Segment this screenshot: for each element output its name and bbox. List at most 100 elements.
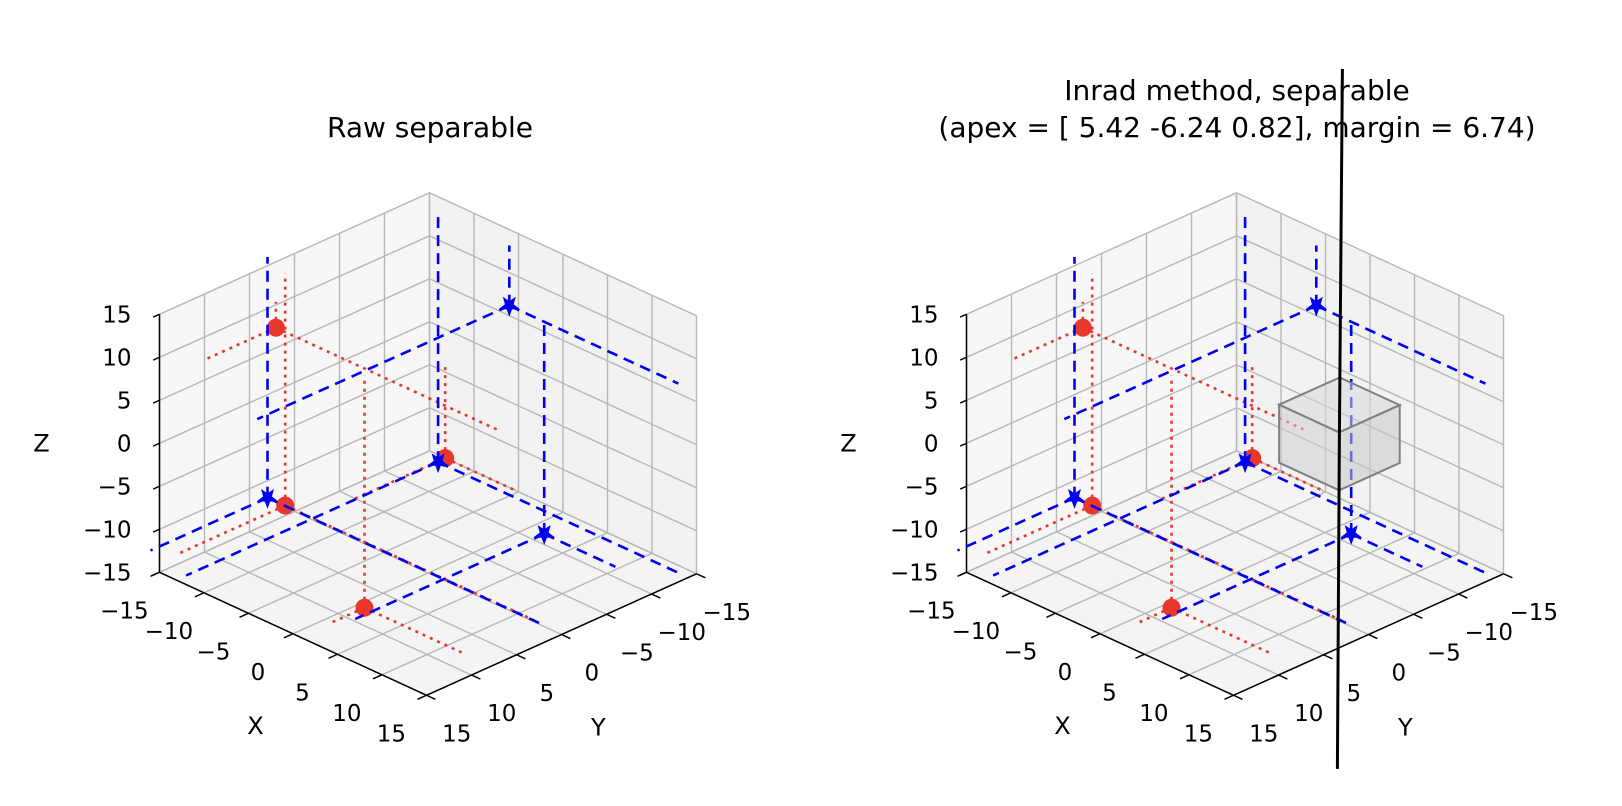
data-guide-line bbox=[176, 504, 286, 556]
y-tick-mark bbox=[426, 694, 436, 701]
data-guide-line bbox=[1251, 456, 1324, 493]
x-tick-mark bbox=[417, 694, 427, 700]
panes bbox=[965, 192, 1505, 696]
data-point-star bbox=[1305, 296, 1327, 317]
x-tick-label: 5 bbox=[295, 680, 310, 706]
data-guide-line bbox=[1315, 304, 1486, 385]
z-tick-label: −10 bbox=[890, 517, 939, 543]
data-point-circle bbox=[1162, 598, 1181, 617]
data-guide-line bbox=[284, 504, 535, 622]
y-tick-label: 10 bbox=[487, 701, 516, 727]
gridline-z bbox=[1236, 235, 1504, 360]
subplot-title-line2: (apex = [ 5.42 -6.24 0.82], margin = 6.7… bbox=[938, 111, 1535, 144]
x-axis-label: X bbox=[247, 712, 263, 740]
subplot-title: Inrad method, separable bbox=[1064, 74, 1409, 107]
z-tick-label: −5 bbox=[905, 474, 939, 500]
x-tick-mark bbox=[1224, 694, 1234, 700]
data-point-star bbox=[1064, 489, 1085, 509]
data-guide-line bbox=[354, 532, 545, 621]
z-tick-mark bbox=[959, 442, 967, 447]
y-tick-label: 0 bbox=[1391, 661, 1406, 687]
data-guide-line bbox=[983, 504, 1093, 556]
data-guide-line bbox=[256, 304, 510, 421]
data-guide-line bbox=[327, 606, 366, 626]
z-tick-mark bbox=[959, 528, 967, 533]
z-tick-mark bbox=[152, 571, 160, 576]
x-tick-mark bbox=[1090, 633, 1101, 639]
y-tick-mark bbox=[561, 633, 571, 640]
z-tick-mark bbox=[959, 313, 967, 318]
z-axis-label: Z bbox=[840, 429, 856, 457]
z-tick-label: 15 bbox=[909, 302, 938, 328]
data-point-star bbox=[498, 296, 520, 317]
x-tick-label: 0 bbox=[251, 660, 266, 686]
y-tick-label: −5 bbox=[620, 640, 654, 666]
z-tick-mark bbox=[152, 485, 160, 490]
gridline-z bbox=[966, 235, 1237, 358]
gridline-y bbox=[204, 551, 472, 676]
data-guide-line bbox=[1161, 532, 1352, 621]
gridline-y bbox=[1011, 551, 1279, 676]
series-blue-stars bbox=[956, 212, 1486, 627]
x-tick-label: −15 bbox=[907, 598, 956, 624]
y-tick-label: 10 bbox=[1294, 701, 1323, 727]
z-tick-mark bbox=[152, 442, 160, 447]
y-tick-mark bbox=[651, 593, 661, 599]
subplot-title: Raw separable bbox=[327, 111, 533, 144]
z-tick-mark bbox=[152, 356, 160, 361]
z-tick-label: 5 bbox=[924, 388, 939, 414]
y-tick-mark bbox=[606, 613, 616, 620]
x-tick-mark bbox=[372, 674, 383, 680]
data-guide-line bbox=[508, 304, 679, 385]
x-axis-label: X bbox=[1054, 712, 1070, 740]
y-tick-mark bbox=[1503, 573, 1513, 579]
z-tick-label: 5 bbox=[117, 388, 132, 414]
z-tick-label: 15 bbox=[102, 302, 131, 328]
z-tick-label: −15 bbox=[890, 560, 939, 586]
y-tick-label: 15 bbox=[442, 721, 471, 747]
data-point-circle bbox=[266, 318, 285, 337]
x-tick-mark bbox=[283, 633, 294, 639]
gridline-z bbox=[966, 192, 1237, 315]
y-tick-label: −5 bbox=[1427, 640, 1461, 666]
data-point-star bbox=[1340, 525, 1362, 545]
x-tick-mark bbox=[1001, 592, 1012, 598]
z-axis-label: Z bbox=[33, 429, 49, 457]
z-tick-mark bbox=[959, 356, 967, 361]
data-point-circle bbox=[1073, 318, 1092, 337]
x-tick-mark bbox=[1179, 674, 1190, 680]
data-guide-line bbox=[992, 460, 1246, 577]
gridline-z bbox=[429, 192, 697, 317]
y-tick-mark bbox=[1278, 674, 1288, 680]
x-tick-label: −5 bbox=[1003, 639, 1037, 665]
y-tick-label: 5 bbox=[539, 681, 554, 707]
data-guide-line bbox=[1134, 606, 1173, 626]
x-tick-label: −10 bbox=[952, 619, 1001, 645]
data-guide-line bbox=[444, 456, 517, 493]
y-tick-label: 0 bbox=[584, 661, 599, 687]
gridline-z bbox=[1236, 192, 1504, 317]
data-guide-line bbox=[437, 460, 679, 574]
gridline-z bbox=[159, 235, 430, 358]
y-tick-mark bbox=[516, 654, 526, 660]
x-tick-mark bbox=[328, 653, 338, 659]
data-guide-line bbox=[543, 532, 616, 568]
z-tick-mark bbox=[152, 313, 160, 318]
x-tick-label: 15 bbox=[1184, 721, 1213, 747]
data-guide-line bbox=[1082, 326, 1306, 432]
x-tick-mark bbox=[194, 592, 205, 598]
y-tick-label: −15 bbox=[703, 600, 752, 626]
x-tick-label: 0 bbox=[1058, 660, 1073, 686]
y-tick-mark bbox=[1368, 633, 1378, 640]
gridline-z bbox=[429, 235, 697, 360]
z-tick-mark bbox=[959, 399, 967, 404]
apex-ray bbox=[1335, 433, 1341, 769]
data-guide-line bbox=[1073, 496, 1351, 627]
data-guide-line bbox=[1350, 532, 1423, 568]
y-tick-mark bbox=[1413, 613, 1423, 620]
y-tick-label: 15 bbox=[1249, 721, 1278, 747]
apex-rays bbox=[1335, 68, 1344, 769]
y-tick-label: −10 bbox=[658, 620, 707, 646]
y-tick-label: −10 bbox=[1465, 620, 1514, 646]
